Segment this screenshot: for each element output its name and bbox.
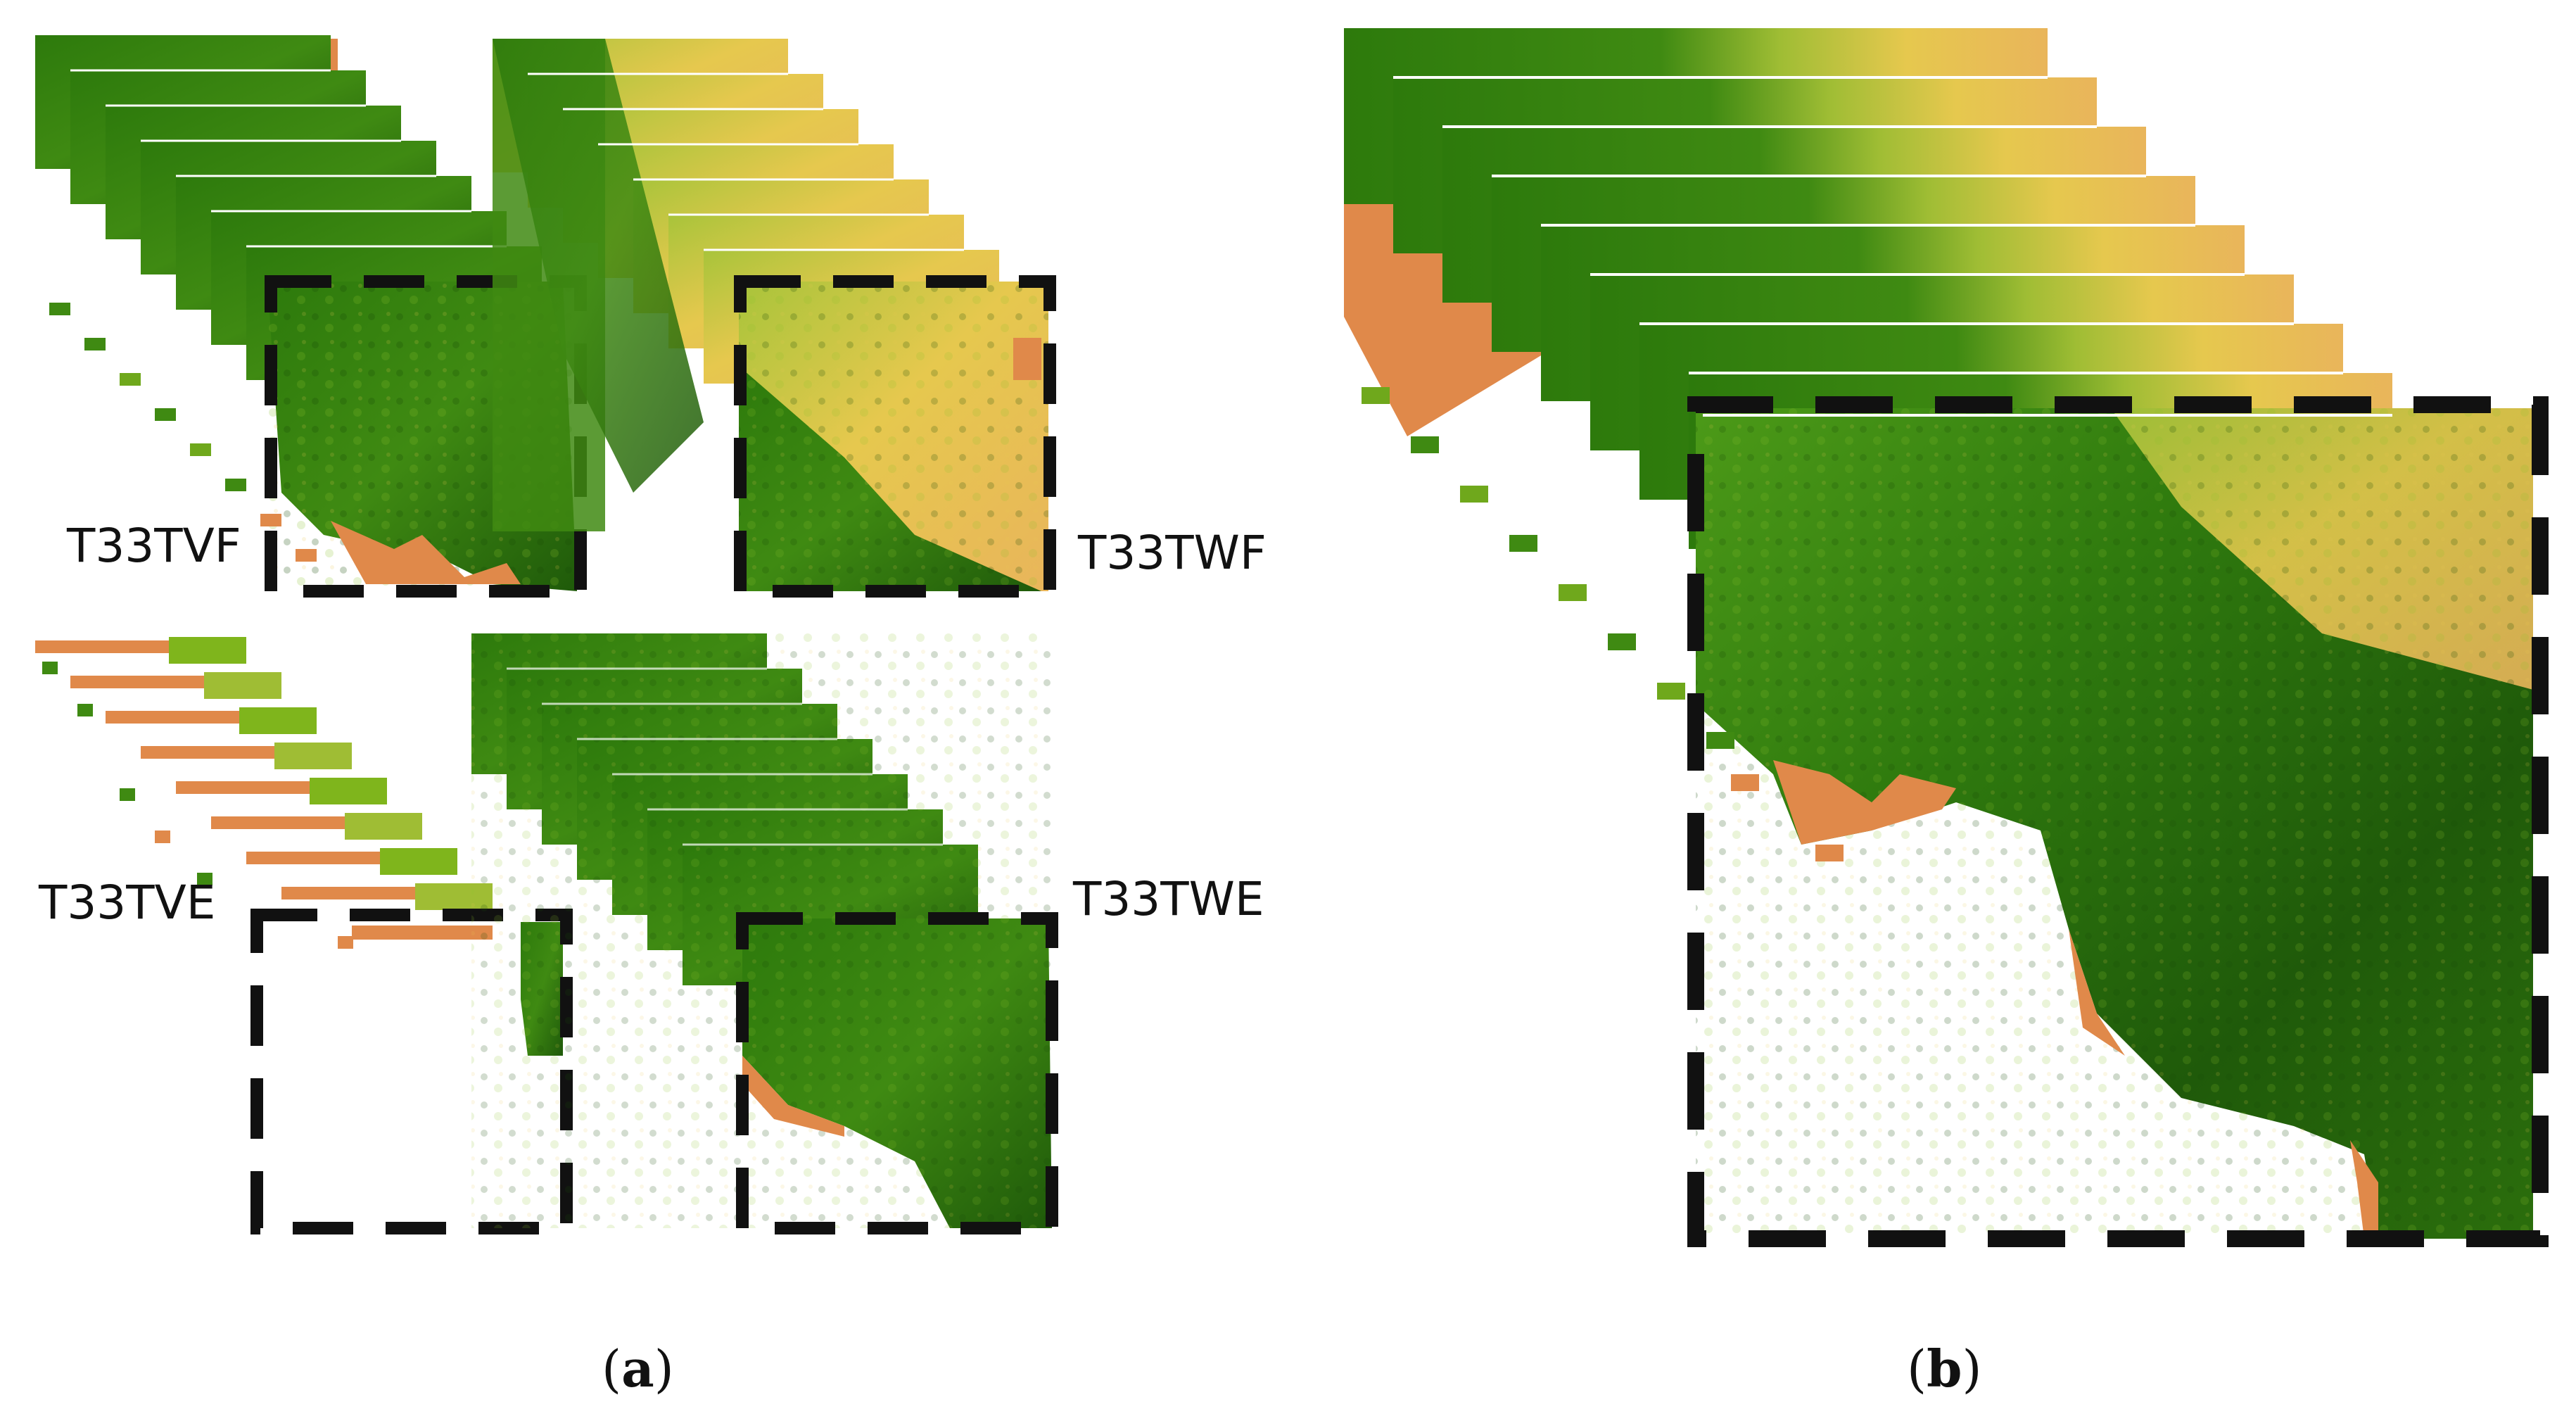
stack-edges [70,69,507,248]
stack-edges [528,72,964,251]
stack-edges [507,667,943,846]
tile-label-tve: T33TVE [38,876,215,930]
tile-stack-twe [471,633,1058,1234]
dashed-frame-twe [736,912,1058,1234]
panel-caption-b: (b) [1907,1339,1982,1398]
caption-close-paren: ) [654,1339,674,1398]
caption-letter: a [621,1339,654,1398]
tile-stack-twf [493,39,1056,598]
tile-label-tvf: T33TVF [66,519,241,573]
caption-close-paren: ) [1962,1339,1981,1398]
tile-label-twe: T33TWE [1072,872,1264,926]
caption-open-paren: ( [602,1339,621,1398]
caption-letter: b [1927,1339,1962,1398]
dashed-frame-twf [734,275,1056,598]
dashed-frame-mosaic [1687,396,2549,1247]
stack-sheets [471,633,1052,1228]
mosaic-stack [1344,28,2533,1239]
caption-open-paren: ( [1907,1339,1927,1398]
small-fragments [1362,387,1844,861]
stack-sheets [493,39,1048,591]
tile-label-twf: T33TWF [1077,526,1267,580]
panel-a: T33TVF T33TWF T33TVE T33TWE (a) [35,35,1267,1398]
tile-stack-tvf [35,35,587,598]
stack-sheets [35,35,577,591]
panel-caption-a: (a) [602,1339,674,1398]
panel-b: (b) [1344,28,2549,1398]
small-fragments [49,303,317,562]
stack-edges [1393,76,2392,417]
